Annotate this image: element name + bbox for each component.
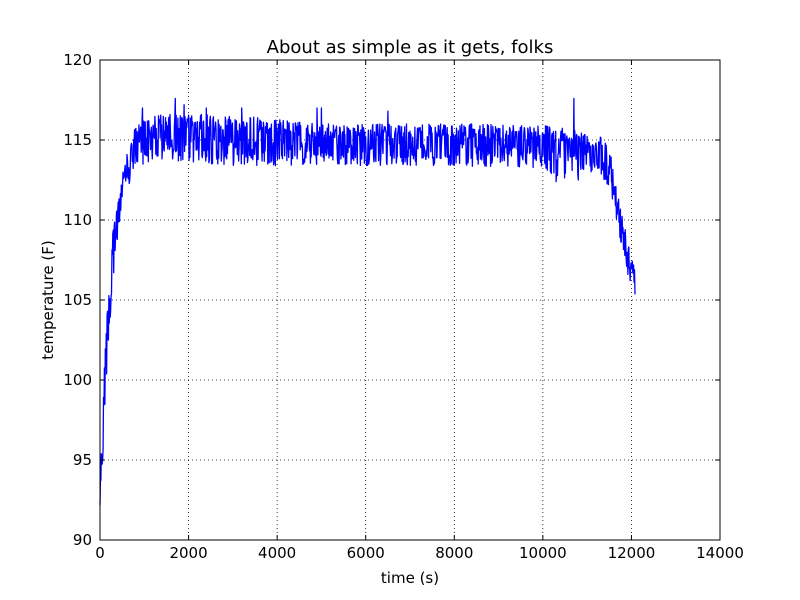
x-tick-label: 14000 xyxy=(696,544,744,562)
y-axis-label: temperature (F) xyxy=(39,240,57,359)
y-tick-label: 110 xyxy=(63,211,92,229)
x-axis-ticks: 0 2000 4000 6000 8000 10000 12000 14000 xyxy=(95,60,744,562)
y-tick-label: 115 xyxy=(63,131,92,149)
x-axis-label: time (s) xyxy=(381,569,439,587)
chart-title: About as simple as it gets, folks xyxy=(267,37,554,58)
series-line xyxy=(99,97,636,506)
x-tick-label: 12000 xyxy=(608,544,656,562)
y-axis-ticks: 90 95 100 105 110 115 120 xyxy=(63,51,720,549)
y-tick-label: 120 xyxy=(63,51,92,69)
x-tick-label: 10000 xyxy=(519,544,567,562)
y-tick-label: 95 xyxy=(73,451,92,469)
x-tick-label: 0 xyxy=(95,544,105,562)
x-tick-label: 6000 xyxy=(347,544,385,562)
y-tick-label: 90 xyxy=(73,531,92,549)
series-layer xyxy=(99,97,636,506)
y-tick-label: 100 xyxy=(63,371,92,389)
x-tick-label: 8000 xyxy=(435,544,473,562)
y-tick-label: 105 xyxy=(63,291,92,309)
x-tick-label: 2000 xyxy=(169,544,207,562)
x-tick-label: 4000 xyxy=(258,544,296,562)
